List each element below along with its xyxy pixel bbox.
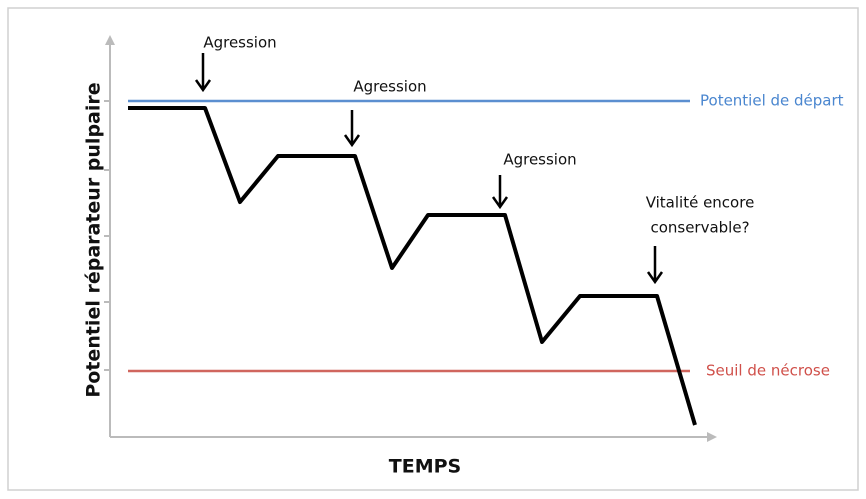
arrow	[646, 246, 664, 285]
annotation: Agression	[353, 78, 426, 96]
annotation: conservable?	[650, 219, 749, 237]
arrow	[194, 53, 212, 93]
axes	[104, 35, 717, 442]
aggression-arrows	[194, 53, 664, 285]
reference-label: Seuil de nécrose	[706, 362, 830, 380]
annotation: Vitalité encore	[646, 194, 755, 212]
reference-label: Potentiel de départ	[700, 92, 844, 110]
potential-curve	[128, 106, 697, 426]
x-axis-label: TEMPS	[389, 456, 461, 478]
arrow	[491, 175, 509, 210]
arrow	[343, 110, 361, 148]
frame	[7, 7, 859, 491]
annotation: Agression	[203, 34, 276, 52]
annotation: Agression	[503, 151, 576, 169]
y-axis-label: Potentiel réparateur pulpaire	[83, 82, 105, 397]
